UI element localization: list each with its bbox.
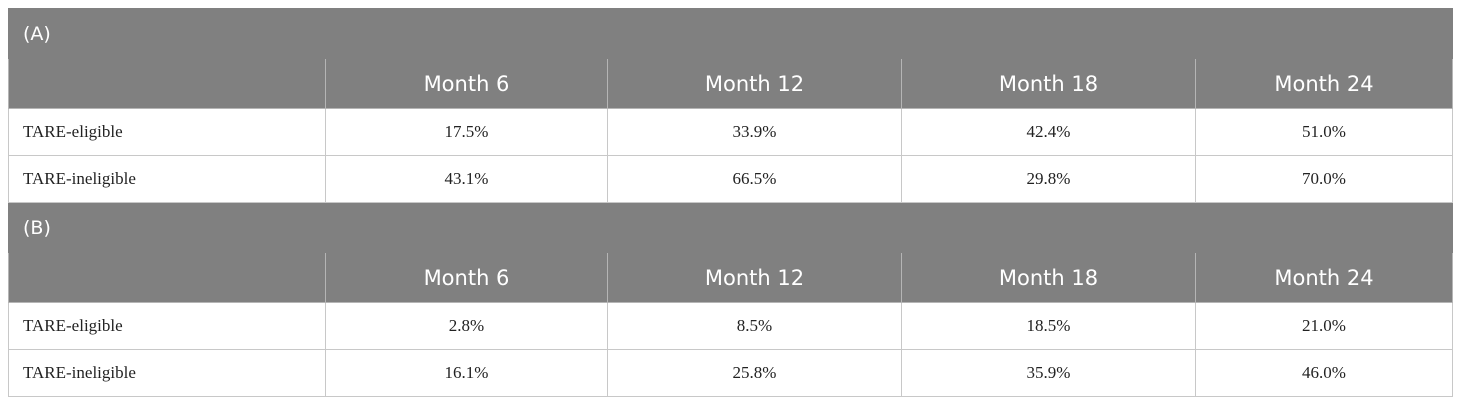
column-header: Month 18 <box>901 58 1196 109</box>
header-corner <box>8 58 326 109</box>
data-row: TARE-ineligible 16.1% 25.8% 35.9% 46.0% <box>8 349 1454 397</box>
data-table: (A) Month 6 Month 12 Month 18 Month 24 TARE-e… <box>7 8 1454 397</box>
column-header: Month 12 <box>607 252 902 303</box>
column-header: Month 6 <box>325 252 608 303</box>
row-label: TARE-ineligible <box>8 155 326 203</box>
column-header: Month 18 <box>901 252 1196 303</box>
section-label: (A) <box>7 8 1454 59</box>
data-cell: 8.5% <box>607 302 902 350</box>
column-header: Month 24 <box>1194 252 1454 303</box>
data-cell: 66.5% <box>607 155 902 203</box>
data-row: TARE-ineligible 43.1% 66.5% 29.8% 70.0% <box>8 155 1454 203</box>
section-label: (B) <box>7 202 1454 253</box>
column-header: Month 12 <box>607 58 902 109</box>
data-cell: 18.5% <box>901 302 1196 350</box>
row-label: TARE-ineligible <box>8 349 326 397</box>
data-cell: 25.8% <box>607 349 902 397</box>
data-cell: 46.0% <box>1194 349 1454 397</box>
data-cell: 17.5% <box>325 108 608 156</box>
data-cell: 70.0% <box>1194 155 1454 203</box>
data-cell: 43.1% <box>325 155 608 203</box>
data-row: TARE-eligible 2.8% 8.5% 18.5% 21.0% <box>8 302 1454 350</box>
data-cell: 2.8% <box>325 302 608 350</box>
section-row: (B) <box>7 202 1454 253</box>
data-cell: 29.8% <box>901 155 1196 203</box>
row-label: TARE-eligible <box>8 108 326 156</box>
column-header: Month 6 <box>325 58 608 109</box>
header-corner <box>8 252 326 303</box>
data-cell: 16.1% <box>325 349 608 397</box>
data-cell: 51.0% <box>1194 108 1454 156</box>
data-row: TARE-eligible 17.5% 33.9% 42.4% 51.0% <box>8 108 1454 156</box>
table-body: (A) Month 6 Month 12 Month 18 Month 24 TARE-e… <box>7 8 1454 397</box>
data-cell: 33.9% <box>607 108 902 156</box>
section-row: (A) <box>7 8 1454 59</box>
header-row: Month 6 Month 12 Month 18 Month 24 <box>8 58 1454 109</box>
column-header: Month 24 <box>1194 58 1454 109</box>
data-cell: 35.9% <box>901 349 1196 397</box>
data-cell: 21.0% <box>1194 302 1454 350</box>
header-row: Month 6 Month 12 Month 18 Month 24 <box>8 252 1454 303</box>
row-label: TARE-eligible <box>8 302 326 350</box>
data-cell: 42.4% <box>901 108 1196 156</box>
